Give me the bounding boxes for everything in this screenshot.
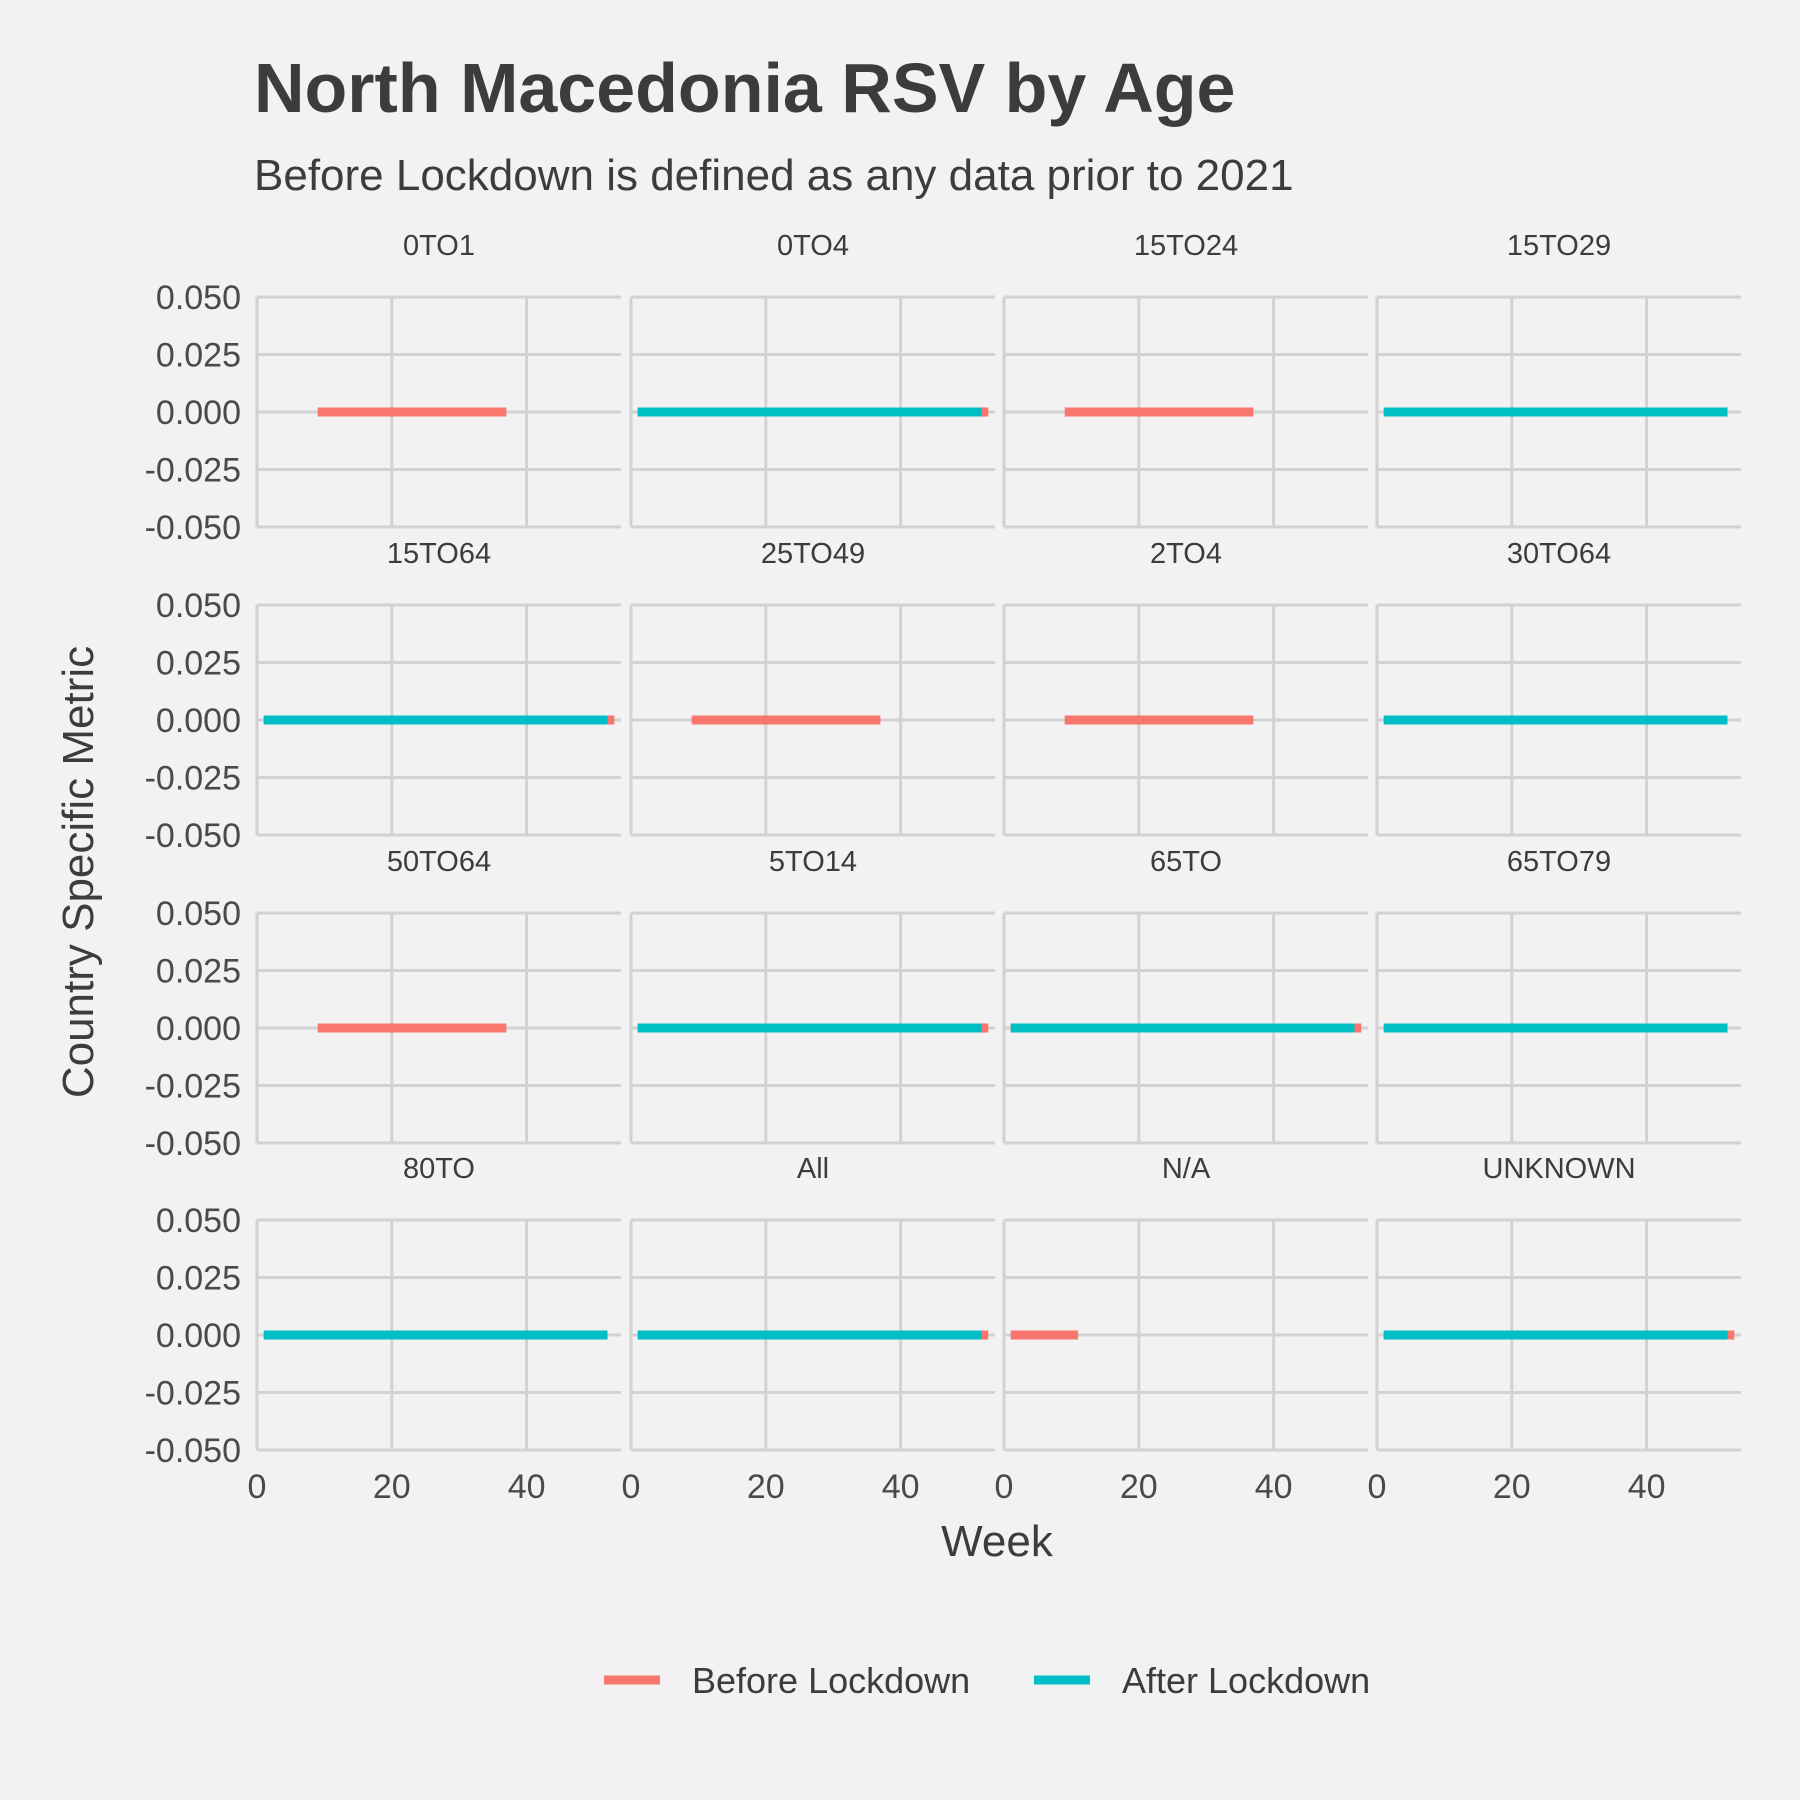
x-tick-label: 40: [1255, 1468, 1293, 1506]
facet-label: 65TO79: [1507, 846, 1611, 878]
y-tick-label: 0.025: [156, 337, 241, 375]
chart-subtitle: Before Lockdown is defined as any data p…: [254, 151, 1294, 200]
facet-panel: 25TO49: [629, 538, 995, 837]
y-tick-label: -0.025: [145, 1375, 241, 1413]
facet-label: 5TO14: [769, 846, 857, 878]
x-tick-label: 40: [508, 1468, 546, 1506]
facet-panel: 65TO: [1002, 846, 1368, 1145]
facet-label: 15TO64: [387, 538, 491, 570]
facet-panel: 15TO64 -0.050 -0.025 0.000 0.025 0.050: [145, 538, 621, 855]
y-tick-label: -0.025: [145, 1068, 241, 1106]
y-tick-label: 0.000: [156, 702, 241, 740]
facet-label: 50TO64: [387, 846, 491, 878]
y-tick-label: 0.025: [156, 953, 241, 991]
x-tick-label: 0: [248, 1468, 267, 1506]
facet-label: 2TO4: [1150, 538, 1222, 570]
x-tick-label: 0: [622, 1468, 641, 1506]
facet-label: 0TO1: [403, 230, 475, 262]
facet-panel: 2TO4: [1002, 538, 1368, 837]
y-tick-label: -0.025: [145, 760, 241, 798]
y-tick-label: -0.050: [145, 1432, 241, 1470]
facet-panel: 5TO14: [629, 846, 995, 1145]
facet-label: 15TO29: [1507, 230, 1611, 262]
facet-panel: 65TO79: [1375, 846, 1741, 1145]
facet-label: All: [797, 1153, 829, 1185]
x-tick-label: 20: [373, 1468, 411, 1506]
y-tick-label: -0.050: [145, 509, 241, 547]
y-tick-label: 0.050: [156, 587, 241, 625]
facet-panels: 0TO1 -0.050 -0.025 0.000 0.025 0.050 0TO4 15TO2…: [145, 230, 1741, 1506]
y-tick-label: 0.025: [156, 645, 241, 683]
y-tick-label: 0.050: [156, 1202, 241, 1240]
facet-panel: All 0 20 40: [622, 1153, 995, 1506]
y-tick-label: 0.000: [156, 1010, 241, 1048]
legend: Before Lockdown After Lockdown: [604, 1660, 1370, 1701]
y-tick-label: -0.050: [145, 817, 241, 855]
facet-label: 0TO4: [777, 230, 849, 262]
legend-label: Before Lockdown: [692, 1660, 970, 1701]
x-tick-label: 0: [1368, 1468, 1387, 1506]
x-tick-label: 20: [1493, 1468, 1531, 1506]
y-axis-title: Country Specific Metric: [54, 646, 103, 1098]
y-tick-label: 0.000: [156, 394, 241, 432]
x-tick-label: 20: [1120, 1468, 1158, 1506]
y-tick-label: -0.050: [145, 1125, 241, 1163]
facet-panel: N/A 0 20 40: [995, 1153, 1368, 1506]
legend-label: After Lockdown: [1122, 1660, 1370, 1701]
facet-label: 65TO: [1150, 846, 1222, 878]
facet-label: 80TO: [403, 1153, 475, 1185]
facet-panel: 50TO64 -0.050 -0.025 0.000 0.025 0.050: [145, 846, 621, 1163]
y-tick-label: -0.025: [145, 452, 241, 490]
facet-panel: UNKNOWN 0 20 40: [1368, 1153, 1741, 1506]
x-tick-label: 40: [1628, 1468, 1666, 1506]
facet-panel: 15TO24: [1002, 230, 1368, 529]
facet-label: N/A: [1162, 1153, 1211, 1185]
facet-label: UNKNOWN: [1482, 1153, 1635, 1185]
x-axis-title: Week: [941, 1517, 1054, 1566]
y-tick-label: 0.050: [156, 279, 241, 317]
x-tick-label: 20: [747, 1468, 785, 1506]
y-tick-label: 0.050: [156, 895, 241, 933]
facet-panel: 0TO4: [629, 230, 995, 529]
facet-label: 30TO64: [1507, 538, 1611, 570]
facet-panel: 15TO29: [1375, 230, 1741, 529]
facet-panel: 30TO64: [1375, 538, 1741, 837]
x-tick-label: 0: [995, 1468, 1014, 1506]
facet-label: 15TO24: [1134, 230, 1238, 262]
x-tick-label: 40: [882, 1468, 920, 1506]
y-tick-label: 0.000: [156, 1317, 241, 1355]
facet-panel: 80TO -0.050 -0.025 0.000 0.025 0.050 0 20 40: [145, 1153, 621, 1506]
y-tick-label: 0.025: [156, 1260, 241, 1298]
chart-title: North Macedonia RSV by Age: [254, 49, 1235, 127]
facet-label: 25TO49: [761, 538, 865, 570]
facet-panel: 0TO1 -0.050 -0.025 0.000 0.025 0.050: [145, 230, 621, 547]
